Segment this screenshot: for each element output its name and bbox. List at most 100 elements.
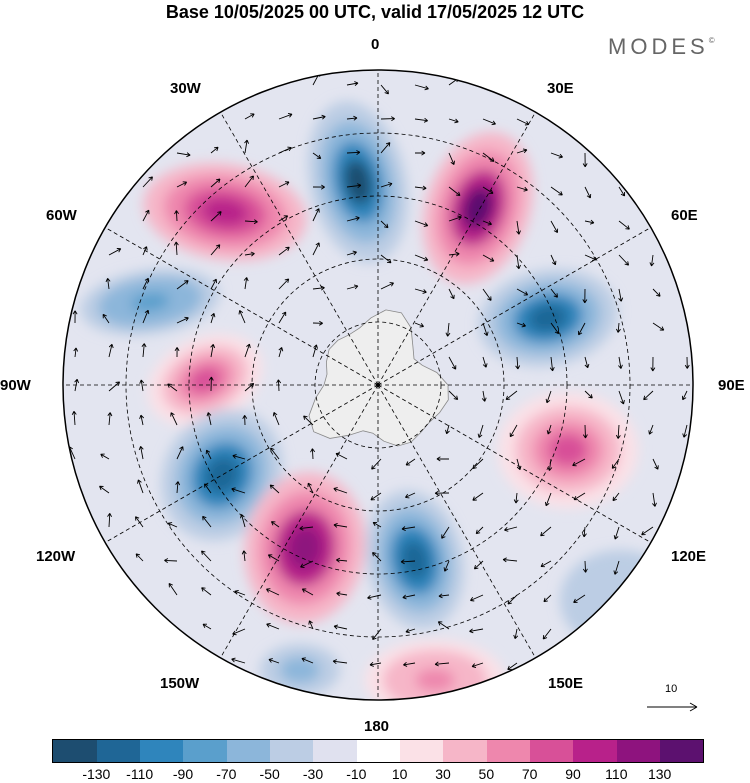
reference-vector — [647, 702, 698, 712]
meridian-line — [377, 224, 656, 386]
wind-arrow — [543, 594, 552, 603]
wind-arrow — [544, 492, 552, 507]
wind-arrow — [482, 186, 494, 194]
lon-label-150e: 150E — [548, 675, 584, 692]
wind-arrow — [436, 456, 450, 462]
wind-arrow — [336, 591, 348, 597]
wind-arrow — [176, 181, 188, 188]
wind-arrow — [142, 277, 150, 290]
wind-arrow — [372, 628, 382, 641]
colorbar-tick-label: -90 — [172, 766, 194, 782]
wind-arrow — [174, 347, 180, 358]
colorbar-tick-label: 90 — [565, 766, 581, 782]
wind-arrow — [611, 458, 620, 469]
wind-arrow — [584, 254, 597, 261]
wind-arrow — [618, 288, 624, 302]
wind-arrow — [307, 482, 314, 494]
wind-arrow — [473, 560, 484, 570]
wind-arrow — [577, 322, 586, 336]
wind-arrow — [437, 621, 450, 630]
wind-arrow — [641, 526, 654, 536]
wind-arrow — [448, 186, 461, 197]
colorbar-swatch — [356, 739, 401, 763]
wind-arrow — [441, 526, 450, 539]
wind-arrow — [681, 390, 688, 401]
wind-arrow — [414, 220, 429, 227]
wind-arrow — [333, 522, 348, 528]
lon-label-60w: 60W — [46, 207, 77, 224]
colorbar-swatch — [529, 739, 574, 763]
meridian-line — [217, 384, 379, 663]
wind-arrow — [613, 526, 620, 540]
wind-arrow — [210, 343, 216, 358]
colorbar-swatch — [573, 739, 617, 763]
wind-arrow — [142, 246, 148, 256]
wind-arrow — [682, 424, 688, 438]
wind-arrow — [170, 412, 178, 426]
wind-arrow — [652, 322, 665, 331]
wind-arrow — [244, 113, 255, 120]
wind-arrow — [276, 379, 282, 392]
wind-arrow — [312, 152, 322, 159]
wind-arrow — [380, 84, 389, 95]
wind-arrow — [346, 115, 358, 121]
anomaly-contour — [590, 575, 650, 625]
wind-arrow — [278, 347, 284, 358]
wind-arrow — [303, 415, 314, 426]
wind-arrow — [108, 343, 114, 358]
colorbar-swatch — [183, 739, 227, 763]
anomaly-contour — [188, 367, 222, 393]
wind-arrow — [266, 623, 280, 630]
colorbar-tick-label: -110 — [126, 766, 154, 782]
wind-arrow — [71, 410, 77, 426]
wind-arrow — [240, 514, 246, 528]
wind-arrow — [445, 322, 451, 337]
wind-arrow — [414, 254, 429, 262]
wind-arrow — [176, 280, 189, 290]
anomaly-contour — [528, 304, 568, 332]
lon-label-30w: 30W — [170, 80, 201, 97]
wind-arrow — [244, 343, 251, 358]
colorbar-swatch — [226, 739, 271, 763]
wind-arrow — [472, 458, 484, 470]
meridian-line — [100, 384, 379, 546]
colorbar-swatch — [139, 739, 184, 763]
wind-arrow — [278, 146, 292, 154]
wind-arrow — [301, 588, 314, 596]
wind-arrow — [448, 118, 459, 124]
wind-arrow — [618, 390, 625, 405]
wind-arrow — [380, 142, 391, 154]
wind-arrow — [516, 458, 522, 471]
colorbar-tick-label: 70 — [521, 766, 538, 782]
wind-arrow — [505, 390, 518, 401]
wind-arrow — [380, 282, 394, 290]
colorbar-swatch — [313, 739, 357, 763]
wind-arrow — [137, 479, 144, 494]
wind-arrow — [244, 175, 254, 188]
wind-arrow — [72, 310, 78, 324]
wind-arrow — [270, 447, 280, 460]
wind-arrow — [372, 552, 382, 562]
colorbar-swatch — [96, 739, 141, 763]
colorbar-swatch — [399, 739, 444, 763]
wind-arrow — [401, 526, 416, 532]
wind-arrow — [445, 424, 450, 435]
wind-arrow — [618, 356, 623, 369]
wind-arrow — [516, 186, 528, 192]
wind-arrow — [167, 522, 178, 528]
wind-arrow — [405, 458, 416, 466]
wind-arrow — [448, 251, 460, 257]
lon-label-90e: 90E — [718, 377, 745, 394]
wind-arrow — [105, 278, 111, 290]
colorbar-tick-label: 30 — [435, 766, 451, 782]
wind-arrow — [448, 215, 462, 222]
wind-arrow — [232, 454, 246, 460]
wind-arrow — [333, 487, 348, 494]
wind-arrow — [380, 254, 392, 264]
wind-arrow — [545, 390, 552, 404]
wind-arrow — [403, 661, 416, 667]
wind-arrow — [582, 152, 588, 168]
wind-arrow — [312, 320, 323, 326]
wind-arrow — [208, 376, 214, 392]
reference-vector-label: 10 — [665, 683, 678, 695]
